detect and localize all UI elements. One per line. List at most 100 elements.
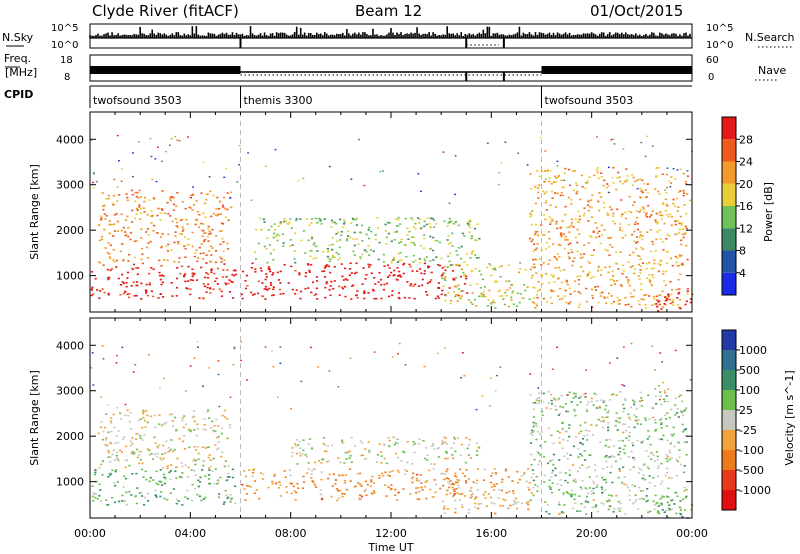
data-cell (359, 494, 362, 496)
data-cell (294, 269, 297, 272)
data-cell (669, 257, 673, 260)
data-cell (397, 218, 400, 221)
data-cell (674, 223, 677, 226)
data-cell (543, 180, 546, 183)
data-cell (147, 500, 150, 502)
data-cell (261, 282, 264, 284)
data-cell (640, 441, 643, 444)
data-cell (355, 217, 359, 220)
data-cell (290, 408, 292, 410)
data-cell (138, 206, 141, 208)
data-cell (101, 238, 104, 241)
data-cell (222, 196, 226, 199)
data-cell (333, 266, 336, 268)
data-cell (420, 190, 422, 192)
data-cell (493, 267, 496, 270)
data-cell (108, 472, 111, 474)
data-cell (615, 494, 618, 497)
data-cell (124, 499, 127, 502)
data-cell (275, 482, 278, 484)
data-cell (277, 279, 280, 281)
data-cell (124, 466, 127, 469)
data-cell (325, 282, 328, 285)
data-cell (499, 505, 502, 507)
data-cell (444, 279, 447, 282)
data-cell (230, 497, 233, 500)
data-cell (208, 233, 211, 235)
data-cell (203, 276, 207, 279)
data-cell (342, 226, 345, 228)
data-cell (535, 272, 538, 274)
data-cell (672, 299, 675, 301)
data-cell (604, 416, 607, 419)
data-cell (402, 488, 405, 490)
data-cell (570, 218, 573, 221)
data-cell (396, 261, 400, 263)
data-cell (113, 261, 116, 263)
data-cell (546, 462, 550, 465)
data-cell (273, 232, 276, 235)
data-cell (644, 214, 647, 216)
data-cell (531, 301, 535, 303)
data-cell (382, 443, 386, 445)
data-cell (683, 509, 687, 511)
data-cell (215, 250, 218, 252)
data-cell (441, 442, 444, 444)
data-cell (651, 274, 654, 276)
data-cell (548, 479, 551, 481)
data-cell (169, 413, 172, 416)
data-cell (678, 222, 681, 225)
data-cell (448, 260, 451, 263)
data-cell (663, 222, 666, 225)
data-cell (450, 264, 453, 266)
data-cell (572, 445, 576, 448)
data-cell (571, 251, 574, 254)
data-cell (661, 509, 664, 511)
data-cell (126, 293, 129, 296)
data-cell (652, 276, 655, 279)
data-cell (139, 196, 142, 198)
data-cell (402, 450, 405, 453)
data-cell (645, 495, 648, 497)
data-cell (355, 294, 358, 296)
data-cell (298, 273, 301, 276)
data-cell (597, 177, 600, 179)
data-cell (352, 284, 355, 287)
data-cell (632, 251, 635, 254)
data-cell (351, 217, 354, 220)
data-cell (95, 480, 98, 483)
data-cell (101, 474, 104, 476)
data-cell (568, 435, 571, 438)
data-cell (96, 497, 99, 500)
data-cell (459, 454, 462, 457)
data-cell (611, 246, 614, 248)
data-cell (660, 308, 663, 310)
data-cell (598, 230, 601, 232)
data-cell (669, 442, 672, 444)
data-cell (492, 268, 495, 270)
data-cell (648, 274, 651, 276)
data-cell (154, 494, 158, 497)
data-cell (557, 278, 560, 280)
data-cell (261, 295, 264, 297)
data-cell (619, 223, 622, 225)
data-cell (450, 299, 453, 302)
data-cell (216, 436, 219, 439)
data-cell (403, 262, 406, 265)
data-cell (397, 353, 399, 355)
data-cell (663, 511, 666, 513)
data-cell (580, 396, 583, 398)
data-cell (660, 503, 663, 506)
data-cell (622, 264, 625, 267)
data-cell (686, 170, 689, 172)
data-cell (214, 468, 217, 470)
data-cell (253, 492, 256, 494)
data-cell (133, 295, 136, 297)
data-cell (671, 301, 674, 304)
data-cell (511, 480, 514, 482)
data-cell (179, 476, 182, 478)
data-cell (486, 142, 489, 144)
data-cell (576, 228, 579, 231)
data-cell (452, 291, 456, 293)
data-cell (582, 270, 585, 273)
